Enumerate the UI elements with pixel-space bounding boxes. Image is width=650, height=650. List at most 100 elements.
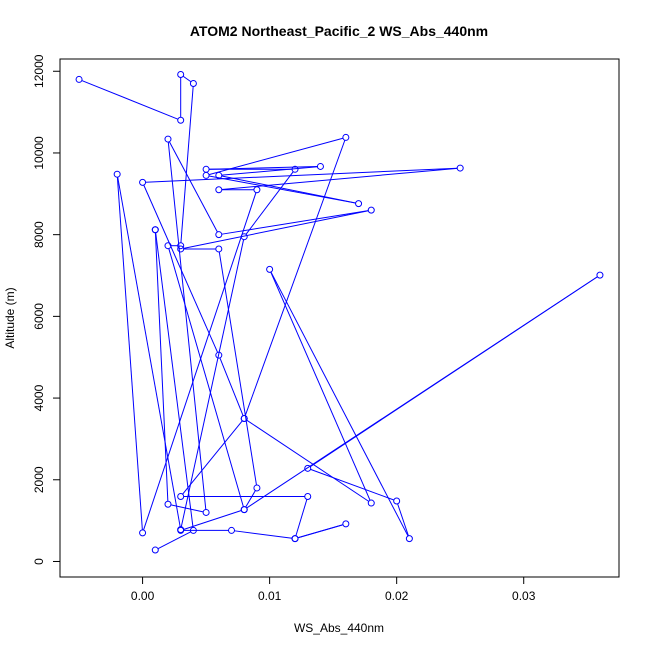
data-point [164, 500, 172, 508]
series-layer [75, 71, 604, 554]
chart-title: ATOM2 Northeast_Pacific_2 WS_Abs_440nm [190, 23, 488, 39]
series-segment [208, 175, 356, 204]
series-segment [155, 232, 194, 528]
data-point [202, 508, 210, 516]
series-segment [81, 80, 179, 120]
data-point [291, 165, 299, 173]
data-point [202, 171, 210, 179]
data-point [367, 499, 375, 507]
data-point [75, 75, 83, 83]
data-point [139, 529, 147, 537]
data-point [164, 242, 172, 250]
data-point [177, 242, 185, 250]
data-point [253, 186, 261, 194]
series-segment [183, 210, 369, 249]
y-tick-label: 4000 [32, 384, 46, 411]
x-axis: 0.00 0.01 0.02 0.03 [131, 576, 536, 603]
series-segment [143, 192, 257, 531]
series-segment [270, 271, 371, 501]
data-point [139, 178, 147, 186]
y-tick-label: 8000 [32, 221, 46, 248]
data-point [215, 245, 223, 253]
data-point [316, 162, 324, 170]
data-point [215, 171, 223, 179]
series-segment [182, 75, 192, 83]
series-segment [168, 141, 218, 233]
data-point [240, 414, 248, 422]
y-tick-label: 10000 [32, 136, 46, 170]
data-point [164, 135, 172, 143]
data-point [342, 520, 350, 528]
data-point [355, 200, 363, 208]
data-point [291, 535, 299, 543]
data-point [215, 186, 223, 194]
series-segment [270, 271, 409, 537]
x-tick-label: 0.01 [258, 589, 282, 603]
data-point [304, 464, 312, 472]
series-segment [246, 276, 598, 509]
series-segment [244, 140, 346, 416]
series-segment [170, 504, 204, 513]
series-segment [310, 468, 395, 501]
series-segment [208, 137, 344, 176]
series-segment [221, 210, 369, 235]
data-point [177, 116, 185, 124]
series-segment [245, 490, 256, 508]
data-point [393, 497, 401, 505]
data-point [215, 351, 223, 359]
series-segment [154, 232, 169, 502]
data-point [266, 265, 274, 273]
series-segment [209, 166, 318, 170]
series-segment [397, 503, 409, 536]
y-tick-label: 6000 [32, 303, 46, 330]
data-point [151, 546, 159, 554]
x-tick-label: 0.03 [512, 589, 536, 603]
series-segment [116, 177, 143, 530]
x-tick-label: 0.02 [385, 589, 409, 603]
data-point [215, 231, 223, 239]
series-segment [245, 171, 294, 235]
series-segment [183, 510, 242, 530]
series-segment [234, 530, 293, 539]
series-segment [143, 184, 219, 353]
data-point [304, 493, 312, 501]
data-point [240, 506, 248, 514]
series-segment [295, 499, 308, 536]
y-axis-label: Altitude (m) [3, 287, 17, 348]
series-segment [180, 86, 194, 243]
data-point [253, 484, 261, 492]
series-segment [218, 251, 257, 486]
series-segment [157, 531, 191, 550]
series-segment [117, 177, 181, 527]
data-point [177, 71, 185, 79]
series-segment [167, 142, 207, 510]
data-point [202, 165, 210, 173]
series-segment [297, 524, 344, 539]
series-segment [246, 419, 370, 502]
data-point [405, 535, 413, 543]
series-segment [219, 357, 244, 416]
data-point [456, 164, 464, 172]
data-point [151, 226, 159, 234]
data-point [113, 170, 121, 178]
data-point [240, 233, 248, 241]
data-point [189, 80, 197, 88]
y-tick-label: 0 [32, 558, 46, 565]
x-axis-label: WS_Abs_440nm [294, 621, 384, 635]
data-point [367, 206, 375, 214]
y-tick-label: 2000 [32, 466, 46, 493]
data-point [177, 526, 185, 534]
series-segment [182, 420, 243, 495]
series-segment [180, 239, 245, 527]
data-point [596, 271, 604, 279]
data-point [189, 526, 197, 534]
series-segment [145, 167, 458, 183]
series-segment [221, 166, 318, 176]
data-point [228, 526, 236, 534]
data-point [177, 245, 185, 253]
data-point [342, 133, 350, 141]
y-tick-label: 12000 [32, 54, 46, 88]
x-tick-label: 0.00 [131, 589, 155, 603]
y-axis: 0 2000 4000 6000 8000 10000 12000 [32, 54, 61, 565]
